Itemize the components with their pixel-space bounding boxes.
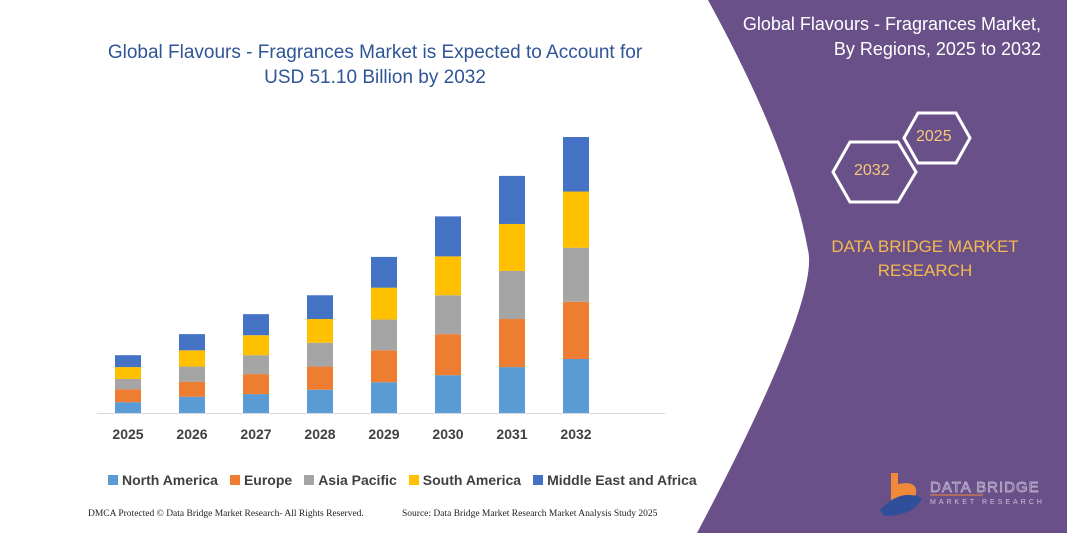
bar-2027-series-2 bbox=[243, 355, 269, 375]
panel-title-line2: By Regions, 2025 to 2032 bbox=[833, 39, 1041, 59]
panel-title: Global Flavours - Fragrances Market, By … bbox=[743, 12, 1041, 62]
bar-2031-series-2 bbox=[499, 270, 525, 320]
bar-2031-series-1 bbox=[499, 319, 525, 368]
brand-line2: RESEARCH bbox=[877, 261, 973, 280]
bar-2025-series-3 bbox=[115, 367, 141, 379]
x-tick-label: 2028 bbox=[304, 426, 335, 442]
data-bridge-logo: DATA BRIDGE MARKET RESEARCH bbox=[880, 473, 1045, 516]
svg-text:DATA BRIDGE: DATA BRIDGE bbox=[930, 479, 1040, 496]
legend-item: South America bbox=[408, 472, 522, 488]
bar-2025-series-4 bbox=[115, 355, 141, 368]
bar-2032-series-2 bbox=[563, 247, 589, 302]
stacked-bar-chart: 2025 2026 2027 2028 2029 2030 2031 2032 bbox=[97, 137, 665, 442]
bar-2028-series-4 bbox=[307, 295, 333, 320]
x-tick-label: 2029 bbox=[368, 426, 399, 442]
x-tick-label: 2027 bbox=[240, 426, 271, 442]
bar-2030-series-4 bbox=[435, 216, 461, 257]
footer-copyright: DMCA Protected © Data Bridge Market Rese… bbox=[88, 509, 364, 519]
bar-2030-series-2 bbox=[435, 295, 461, 335]
legend-label: Middle East and Africa bbox=[547, 472, 697, 488]
x-tick-label: 2031 bbox=[496, 426, 527, 442]
legend-swatch bbox=[108, 475, 118, 485]
legend-item: North America bbox=[108, 472, 218, 488]
x-tick-label: 2030 bbox=[432, 426, 463, 442]
bar-2025-series-2 bbox=[115, 378, 141, 390]
bar-2032-series-4 bbox=[563, 137, 589, 192]
bar-2030-series-1 bbox=[435, 334, 461, 376]
bar-2026-series-1 bbox=[179, 381, 205, 397]
legend-item: Europe bbox=[229, 472, 293, 488]
bar-2025-series-1 bbox=[115, 389, 141, 403]
bar-2028-series-1 bbox=[307, 366, 333, 390]
bar-2031-series-3 bbox=[499, 223, 525, 271]
x-tick-label: 2032 bbox=[560, 426, 591, 442]
bar-2031-series-0 bbox=[499, 367, 525, 413]
hexagon-2032 bbox=[831, 140, 918, 204]
legend: North America Europe Asia Pacific South Ame… bbox=[108, 472, 697, 488]
bar-2031-series-4 bbox=[499, 175, 525, 224]
bar-2029-series-3 bbox=[371, 287, 397, 320]
hex-2025-label: 2025 bbox=[916, 128, 952, 145]
panel-title-line1: Global Flavours - Fragrances Market, bbox=[742, 14, 1041, 34]
brand-name: DATA BRIDGE MARKET RESEARCH bbox=[810, 235, 1040, 283]
bar-2026-series-4 bbox=[179, 334, 205, 351]
bar-2028-series-2 bbox=[307, 342, 333, 367]
legend-swatch bbox=[533, 475, 544, 485]
hexagon-2025 bbox=[902, 111, 972, 165]
legend-swatch bbox=[408, 475, 419, 485]
bar-2027-series-4 bbox=[243, 314, 269, 336]
bar-2032-series-0 bbox=[563, 358, 589, 413]
legend-label: South America bbox=[422, 472, 522, 488]
footer-source: Source: Data Bridge Market Research Mark… bbox=[402, 509, 658, 519]
legend-item: Asia Pacific bbox=[304, 472, 397, 488]
legend-swatch bbox=[229, 475, 240, 485]
bar-2028-series-0 bbox=[307, 389, 333, 413]
bar-2025-series-0 bbox=[115, 402, 141, 413]
bar-2029-series-4 bbox=[371, 256, 397, 288]
bar-2032-series-3 bbox=[563, 191, 589, 248]
bar-2027-series-3 bbox=[243, 335, 269, 356]
legend-item: Middle East and Africa bbox=[533, 472, 697, 488]
bar-2026-series-2 bbox=[179, 366, 205, 382]
bar-2030-series-0 bbox=[435, 375, 461, 413]
bar-2029-series-2 bbox=[371, 319, 397, 351]
brand-line1: DATA BRIDGE MARKET bbox=[831, 237, 1019, 256]
bar-2027-series-0 bbox=[243, 394, 269, 413]
legend-swatch bbox=[304, 475, 315, 485]
svg-text:MARKET RESEARCH: MARKET RESEARCH bbox=[930, 499, 1045, 506]
bar-2030-series-3 bbox=[435, 256, 461, 296]
bar-2029-series-1 bbox=[371, 350, 397, 383]
x-tick-label: 2026 bbox=[176, 426, 207, 442]
bar-2029-series-0 bbox=[371, 382, 397, 413]
bar-2027-series-1 bbox=[243, 374, 269, 395]
legend-label: North America bbox=[122, 472, 218, 488]
bar-2026-series-0 bbox=[179, 396, 205, 413]
legend-label: Europe bbox=[243, 472, 293, 488]
bar-2026-series-3 bbox=[179, 350, 205, 367]
x-tick-label: 2025 bbox=[112, 426, 143, 442]
legend-label: Asia Pacific bbox=[318, 472, 397, 488]
hex-2032-label: 2032 bbox=[854, 162, 890, 179]
bar-2028-series-3 bbox=[307, 319, 333, 343]
bar-2032-series-1 bbox=[563, 301, 589, 359]
chart-title: Global Flavours - Fragrances Market is E… bbox=[107, 42, 643, 88]
